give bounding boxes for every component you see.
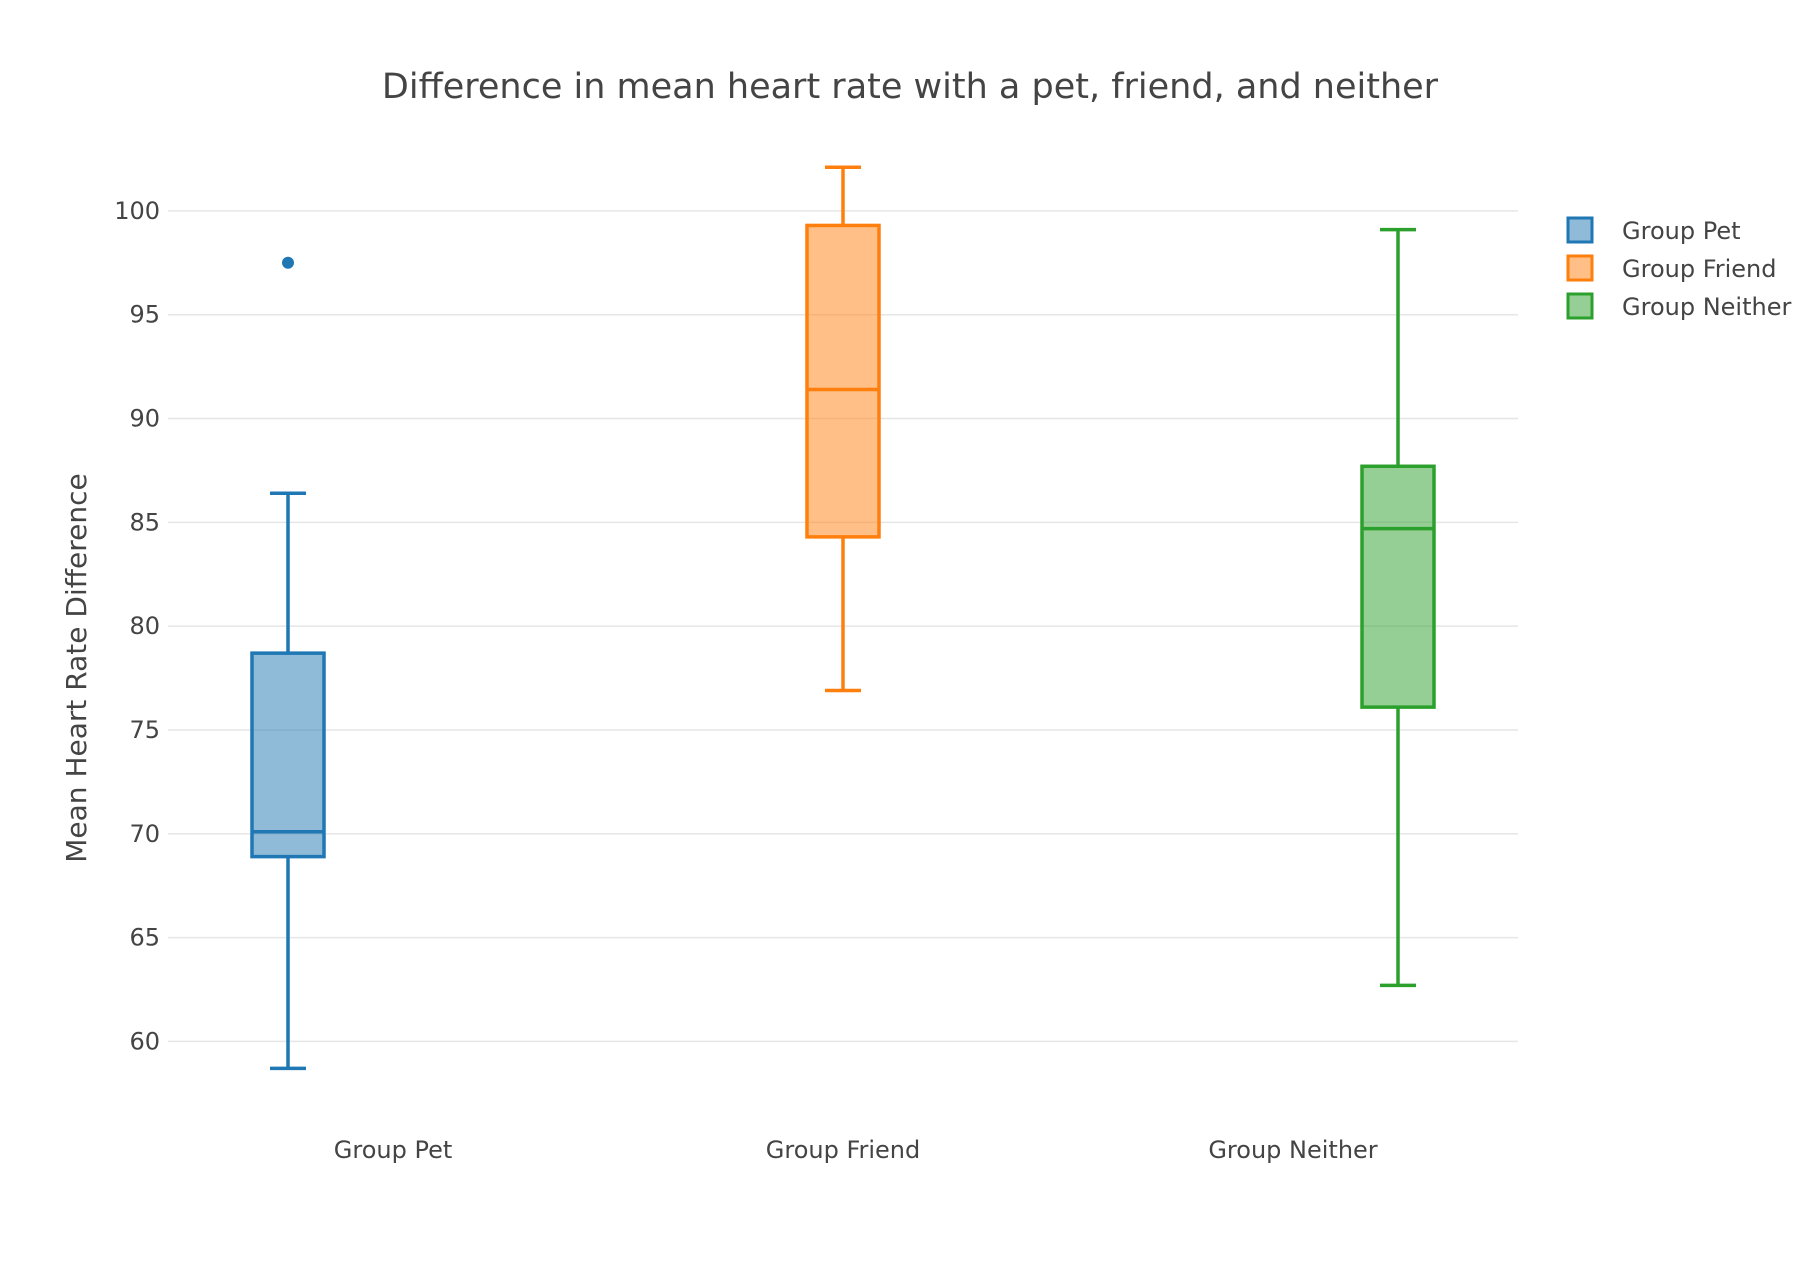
y-tick-label: 60 [129,1027,160,1055]
y-axis-label: Mean Heart Rate Difference [60,473,93,862]
box-iqr [250,651,326,859]
y-tick-label: 95 [129,301,160,329]
y-tick-label: 80 [129,612,160,640]
y-tick-label: 90 [129,405,160,433]
legend[interactable]: Group Pet Group Friend Group Neither [1566,216,1791,321]
box-iqr [805,223,881,539]
chart-title: Difference in mean heart rate with a pet… [382,67,1439,107]
y-tick-label: 85 [129,508,160,536]
legend-swatch [1566,254,1594,282]
box-group-pet[interactable] [250,256,326,1071]
box-group-friend[interactable] [805,165,881,693]
y-tick-label: 100 [114,197,160,225]
box-group-neither[interactable] [1360,227,1436,988]
legend-item[interactable]: Group Neither [1566,292,1791,321]
legend-label: Group Pet [1622,217,1741,245]
legend-item[interactable]: Group Friend [1566,254,1777,283]
legend-label: Group Friend [1622,255,1777,283]
x-axis-ticks: Group Pet Group Friend Group Neither [334,1136,1378,1164]
box-iqr [1360,464,1436,709]
x-tick-label: Group Friend [766,1136,921,1164]
legend-label: Group Neither [1622,293,1791,321]
x-tick-label: Group Neither [1208,1136,1377,1164]
x-tick-label: Group Pet [334,1136,453,1164]
y-tick-label: 70 [129,820,160,848]
outlier-point [282,256,294,269]
y-axis-ticks: 60 65 70 75 80 85 90 95 100 [114,197,160,1056]
legend-item[interactable]: Group Pet [1566,216,1741,245]
y-tick-label: 65 [129,924,160,952]
legend-swatch [1566,216,1594,244]
box-series [250,165,1436,1071]
y-tick-label: 75 [129,716,160,744]
legend-swatch [1566,292,1594,320]
